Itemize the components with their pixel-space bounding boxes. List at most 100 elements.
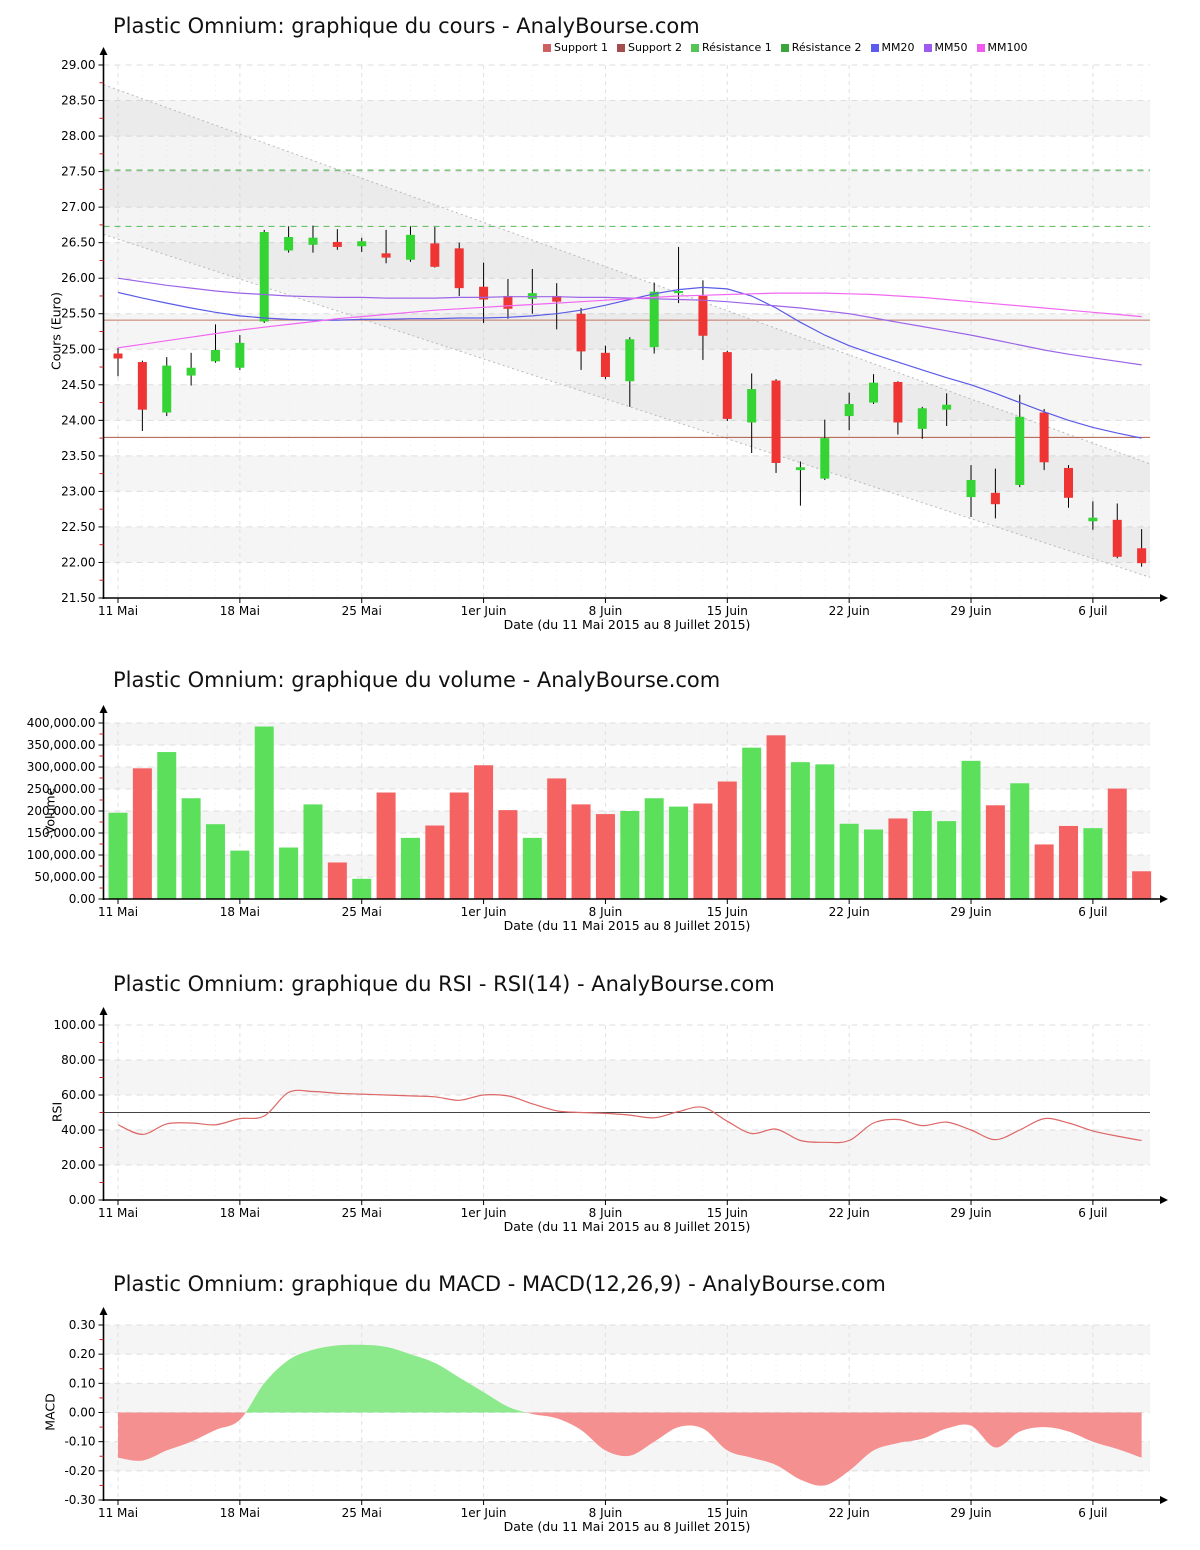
candle-body-down — [600, 352, 610, 377]
candle-body-down — [1137, 548, 1147, 564]
x-tick-label: 25 Mai — [342, 604, 382, 618]
x-tick-label: 18 Mai — [220, 905, 260, 919]
x-tick-label: 22 Juin — [829, 1206, 870, 1220]
candle-body-up — [844, 403, 854, 417]
candlestick — [1112, 503, 1122, 559]
trend-channel-upper-line — [103, 84, 1151, 465]
candle-body-up — [1015, 416, 1025, 486]
candlestick — [600, 345, 610, 380]
candle-body-up — [649, 291, 659, 348]
x-tick-label: 1er Juin — [461, 1506, 507, 1520]
x-tick-label: 29 Juin — [950, 604, 991, 618]
price-x-axis-title: Date (du 11 Mai 2015 au 8 Juillet 2015) — [503, 617, 751, 632]
volume-bar — [303, 804, 323, 899]
y-tick-label: 29.00 — [61, 58, 95, 72]
volume-bar — [1034, 844, 1054, 899]
candle-body-up — [795, 467, 805, 471]
volume-chart-title: Plastic Omnium: graphique du volume - An… — [113, 668, 721, 692]
candlestick — [210, 324, 220, 363]
y-tick-label: 22.00 — [61, 555, 95, 569]
background-band — [103, 1130, 1150, 1165]
x-tick-label: 11 Mai — [98, 604, 138, 618]
candlestick — [430, 227, 440, 268]
candlestick — [332, 229, 342, 250]
candle-body-down — [771, 380, 781, 463]
legend-item-r-sistance-1: Résistance 1 — [690, 41, 772, 54]
volume-bar — [669, 806, 689, 899]
x-tick-label: 11 Mai — [98, 1206, 138, 1220]
candlestick — [844, 392, 854, 431]
volume-bar — [474, 765, 494, 899]
y-tick-label: 22.50 — [61, 520, 95, 534]
candle-body-up — [210, 349, 220, 362]
y-tick-label: 100,000.00 — [27, 848, 96, 862]
legend-label: MM100 — [987, 41, 1028, 54]
y-tick-label: 40.00 — [61, 1123, 95, 1137]
y-tick-label: 50,000.00 — [34, 870, 95, 884]
y-tick-label: 0.30 — [69, 1318, 96, 1332]
x-axis-arrow — [1160, 594, 1168, 602]
candle-body-down — [113, 353, 123, 359]
candlestick — [576, 308, 586, 370]
x-tick-label: 8 Juin — [589, 604, 623, 618]
y-tick-label: 26.50 — [61, 236, 95, 250]
candlestick — [308, 225, 318, 253]
volume-x-axis-title: Date (du 11 Mai 2015 au 8 Juillet 2015) — [503, 918, 751, 933]
x-tick-label: 22 Juin — [829, 604, 870, 618]
legend-swatch — [780, 43, 789, 52]
volume-bar — [376, 792, 396, 899]
volume-bar — [644, 798, 664, 899]
candlestick — [527, 268, 537, 314]
y-tick-label: 100.00 — [54, 1018, 96, 1032]
volume-bar — [1083, 828, 1103, 899]
y-tick-label: 27.00 — [61, 200, 95, 214]
legend-label: Support 1 — [554, 41, 608, 54]
volume-bar — [864, 829, 884, 899]
candlestick — [405, 226, 415, 262]
candlestick — [966, 465, 976, 517]
x-tick-label: 11 Mai — [98, 905, 138, 919]
legend-label: Résistance 1 — [701, 41, 772, 54]
candlestick — [820, 419, 830, 481]
candlestick — [259, 229, 269, 323]
volume-bar — [937, 821, 957, 899]
volume-bar — [181, 798, 201, 899]
volume-bar — [1059, 825, 1079, 899]
y-tick-label: 28.50 — [61, 94, 95, 108]
candle-body-down — [576, 313, 586, 352]
volume-bar — [425, 825, 445, 899]
background-band — [103, 100, 1150, 137]
candle-body-down — [381, 253, 391, 258]
candlestick — [552, 283, 562, 330]
volume-bar — [279, 847, 299, 899]
volume-bar — [790, 762, 810, 899]
volume-bar — [912, 811, 932, 899]
legend-label: MM20 — [881, 41, 915, 54]
rsi-line — [117, 1089, 1142, 1144]
trend-channel-lower-line — [103, 233, 1151, 578]
candlestick — [381, 229, 391, 264]
candlestick — [893, 381, 903, 435]
volume-y-axis-title: Volume — [42, 787, 58, 835]
candle-body-down — [1112, 519, 1122, 557]
macd-area-negative — [118, 1412, 1142, 1486]
x-tick-label: 11 Mai — [98, 1506, 138, 1520]
x-tick-label: 25 Mai — [342, 905, 382, 919]
trend-channel-fill — [103, 84, 1150, 578]
candle-body-up — [284, 236, 294, 251]
candle-body-down — [893, 381, 903, 423]
volume-bar — [1010, 783, 1030, 899]
y-axis-arrow — [99, 705, 108, 713]
background-band — [103, 171, 1150, 208]
y-tick-label: 0.00 — [69, 892, 96, 906]
macd-area-positive — [118, 1344, 1142, 1413]
x-tick-label: 15 Juin — [707, 1506, 748, 1520]
candlestick — [698, 280, 708, 360]
candlestick — [722, 350, 732, 422]
x-tick-label: 29 Juin — [950, 1206, 991, 1220]
x-tick-label: 1er Juin — [461, 1206, 507, 1220]
y-tick-label: 20.00 — [61, 1158, 95, 1172]
legend-label: Résistance 2 — [791, 41, 862, 54]
